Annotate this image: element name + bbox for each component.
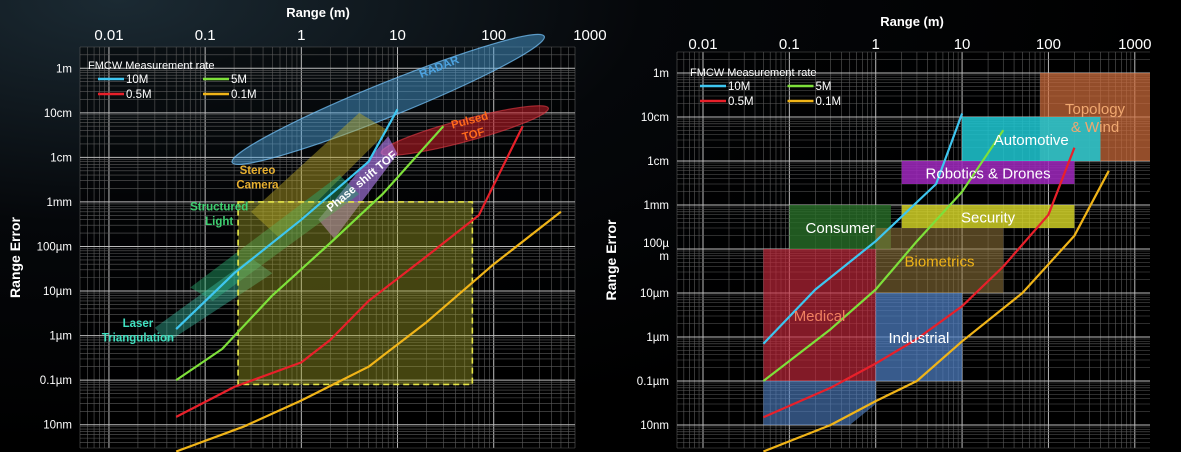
y-tick-label: 10nm — [43, 420, 72, 432]
y-tick-label: 0.1µm — [40, 375, 72, 387]
y-tick-label: 100µm — [37, 241, 72, 253]
region-label: Biometrics — [904, 253, 974, 270]
legend-label: 0.1M — [816, 96, 842, 108]
legend-label: 5M — [231, 74, 247, 86]
x-tick-label: 0.01 — [688, 36, 717, 53]
series-line-5M — [175, 125, 445, 382]
x-tick-label: 10 — [389, 27, 406, 44]
y-tick-label: 0.1µm — [637, 376, 669, 388]
series-line-0.5M — [175, 125, 524, 418]
x-tick-label: 0.1 — [779, 36, 800, 53]
x-tick-label: 100 — [1036, 36, 1061, 53]
y-tick-label: 10µm — [43, 286, 72, 298]
x-tick-label: 100 — [481, 27, 506, 44]
x-tick-label: 0.1 — [195, 27, 216, 44]
region-label: Topology & Wind — [1065, 101, 1126, 136]
grid — [79, 46, 576, 449]
x-tick-label: 1000 — [1118, 36, 1151, 53]
series-lines — [762, 113, 1110, 452]
x-tick-labels: 0.01 0.1 1 10 100 1000 — [688, 36, 1151, 53]
series-line-5M — [762, 129, 1005, 382]
region-polygon — [251, 112, 389, 239]
legend-label: 0.1M — [231, 89, 257, 101]
y-tick-label: 1mm — [46, 197, 72, 209]
region-rect — [237, 201, 474, 386]
x-tick-label: 1000 — [573, 27, 606, 44]
region-label: Structured Light — [190, 201, 248, 228]
y-tick-label: 1m — [56, 63, 72, 75]
x-axis-title: Range (m) — [880, 14, 944, 29]
y-axis-title: Range Error — [7, 216, 23, 297]
x-tick-label: 0.01 — [94, 27, 123, 44]
y-tick-label: 1mm — [643, 200, 669, 212]
region-rect — [962, 116, 1101, 161]
region-label: Stereo Camera — [236, 165, 279, 192]
series-line-10M — [175, 108, 399, 330]
y-axis-title: Range Error — [603, 219, 619, 300]
x-axis-title: Range (m) — [286, 5, 350, 20]
region-label: Consumer — [806, 220, 875, 237]
regions — [154, 33, 550, 386]
y-tick-label: 1cm — [50, 152, 72, 164]
y-tick-labels: 1m 10cm 1cm 1mm 100µm 10µm 1µm 0.1µm 10nm — [37, 63, 72, 431]
region-label: Robotics & Drones — [926, 165, 1051, 182]
series-lines — [175, 108, 562, 452]
legend-label: 5M — [816, 81, 832, 93]
region-label: Automotive — [994, 132, 1069, 149]
series-line-10M — [762, 113, 964, 345]
region-rect — [875, 228, 1004, 293]
x-tick-label: 1 — [297, 27, 305, 44]
legend: FMCW Measurement rate 10M 5M 0.5M 0.1M — [88, 60, 257, 101]
legend-title: FMCW Measurement rate — [88, 60, 215, 72]
region-label: Security — [961, 209, 1016, 226]
y-tick-label: 1µm — [646, 332, 669, 344]
y-tick-label: 1cm — [647, 156, 669, 168]
region-label: Industrial — [888, 330, 949, 347]
x-tick-label: 1 — [872, 36, 880, 53]
y-tick-label: 10cm — [44, 108, 72, 120]
region-polygon — [318, 136, 398, 239]
x-tick-label: 10 — [954, 36, 971, 53]
x-tick-labels: 0.01 0.1 1 10 100 1000 — [94, 27, 606, 44]
y-tick-label: 1µm — [49, 331, 72, 343]
series-line-0.1M — [175, 210, 562, 452]
legend-label: 0.5M — [728, 96, 754, 108]
legend-label: 10M — [728, 81, 750, 93]
y-tick-label: 10µm — [640, 288, 669, 300]
region-rect — [763, 248, 876, 381]
y-tick-label: 10nm — [640, 420, 669, 432]
legend: FMCW Measurement rate 10M 5M 0.5M 0.1M — [690, 67, 841, 108]
series-line-0.1M — [762, 170, 1110, 452]
legend-label: 0.5M — [126, 89, 152, 101]
region-label: Laser Triangulation — [102, 318, 174, 345]
y-tick-label: 10cm — [641, 112, 669, 124]
legend-title: FMCW Measurement rate — [690, 67, 817, 79]
region-rect — [901, 160, 1075, 184]
series-line-0.5M — [762, 147, 1076, 419]
region-polygon — [763, 380, 876, 425]
region-label: Medical — [794, 308, 846, 325]
legend-label: 10M — [126, 74, 148, 86]
y-tick-label: 1m — [653, 68, 669, 80]
